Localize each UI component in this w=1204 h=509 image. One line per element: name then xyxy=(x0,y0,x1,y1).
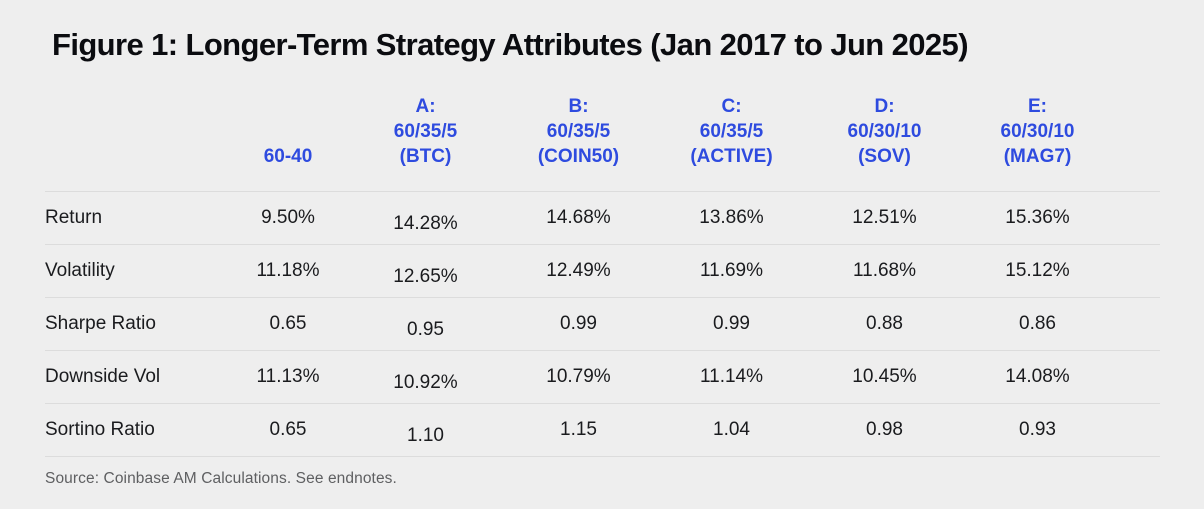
header-metric-blank xyxy=(45,80,227,192)
figure-container: Figure 1: Longer-Term Strategy Attribute… xyxy=(45,27,1160,487)
cell-volatility-c: 11.69% xyxy=(655,244,808,298)
cell-spacer xyxy=(1114,244,1160,298)
row-label-sharpe-ratio: Sharpe Ratio xyxy=(45,297,227,351)
cell-value: 0.88 xyxy=(866,313,903,334)
figure-title: Figure 1: Longer-Term Strategy Attribute… xyxy=(52,27,969,62)
cell-sortino-b: 1.15 xyxy=(502,403,655,457)
cell-volatility-e: 15.12% xyxy=(961,244,1114,298)
cell-value: 0.93 xyxy=(1019,419,1056,440)
cell-volatility-a: 12.65% xyxy=(349,244,502,298)
column-header-b-coin50: B: 60/35/5 (COIN50) xyxy=(537,96,620,167)
row-label-sortino-ratio: Sortino Ratio xyxy=(45,403,227,457)
column-header-60-40: 60-40 xyxy=(263,146,313,167)
cell-value: 0.65 xyxy=(269,419,307,440)
row-label-volatility: Volatility xyxy=(45,244,227,298)
cell-value: 0.98 xyxy=(866,419,903,440)
cell-value: 0.99 xyxy=(560,313,597,334)
cell-value: 0.65 xyxy=(269,313,307,334)
cell-return-d: 12.51% xyxy=(808,191,961,245)
cell-downside-e: 14.08% xyxy=(961,350,1114,404)
cell-volatility-60-40: 11.18% xyxy=(227,244,349,298)
cell-value: 12.65% xyxy=(393,266,458,287)
column-header-c-active: C: 60/35/5 (ACTIVE) xyxy=(690,96,773,167)
column-header-d-sov: D: 60/30/10 (SOV) xyxy=(847,96,922,167)
table-row-downside-vol: Downside Vol 11.13% 10.92% 10.79% 11.14%… xyxy=(45,350,1160,404)
cell-downside-d: 10.45% xyxy=(808,350,961,404)
cell-value: 10.79% xyxy=(546,366,611,387)
cell-value: 12.51% xyxy=(852,207,917,228)
cell-spacer xyxy=(1114,297,1160,351)
cell-return-c: 13.86% xyxy=(655,191,808,245)
table-body: Return 9.50% 14.28% 14.68% 13.86% 12.51%… xyxy=(45,191,1160,457)
row-label-return: Return xyxy=(45,191,227,245)
cell-sortino-60-40: 0.65 xyxy=(227,403,349,457)
cell-value: 14.28% xyxy=(393,213,458,234)
cell-value: 10.92% xyxy=(393,372,458,393)
column-header-a-btc: A: 60/35/5 (BTC) xyxy=(393,96,458,167)
cell-value: 1.10 xyxy=(407,425,444,446)
cell-value: 13.86% xyxy=(699,207,764,228)
cell-spacer xyxy=(1114,350,1160,404)
cell-value: 10.45% xyxy=(852,366,917,387)
cell-downside-b: 10.79% xyxy=(502,350,655,404)
cell-return-60-40: 9.50% xyxy=(227,191,349,245)
table-row-sharpe-ratio: Sharpe Ratio 0.65 0.95 0.99 0.99 0.88 0.… xyxy=(45,297,1160,351)
cell-value: 1.15 xyxy=(560,419,597,440)
cell-value: 1.04 xyxy=(713,419,750,440)
header-spacer xyxy=(1114,80,1160,192)
cell-downside-60-40: 11.13% xyxy=(227,350,349,404)
table-header: 60-40 A: 60/35/5 (BTC) B: 60/35/5 (COIN5… xyxy=(45,80,1160,192)
strategy-attributes-table: 60-40 A: 60/35/5 (BTC) B: 60/35/5 (COIN5… xyxy=(45,80,1160,457)
cell-downside-a: 10.92% xyxy=(349,350,502,404)
source-note: Source: Coinbase AM Calculations. See en… xyxy=(45,470,397,487)
cell-spacer xyxy=(1114,191,1160,245)
cell-sharpe-b: 0.99 xyxy=(502,297,655,351)
cell-sharpe-c: 0.99 xyxy=(655,297,808,351)
cell-sortino-e: 0.93 xyxy=(961,403,1114,457)
cell-value: 14.68% xyxy=(546,207,611,228)
cell-sharpe-d: 0.88 xyxy=(808,297,961,351)
table-row-volatility: Volatility 11.18% 12.65% 12.49% 11.69% 1… xyxy=(45,244,1160,298)
cell-sortino-d: 0.98 xyxy=(808,403,961,457)
cell-value: 11.69% xyxy=(699,260,764,281)
cell-return-e: 15.36% xyxy=(961,191,1114,245)
cell-value: 9.50% xyxy=(261,207,315,228)
cell-value: 0.95 xyxy=(407,319,444,340)
cell-sharpe-a: 0.95 xyxy=(349,297,502,351)
cell-downside-c: 11.14% xyxy=(655,350,808,404)
cell-volatility-b: 12.49% xyxy=(502,244,655,298)
cell-sharpe-e: 0.86 xyxy=(961,297,1114,351)
cell-value: 11.14% xyxy=(699,366,764,387)
cell-volatility-d: 11.68% xyxy=(808,244,961,298)
cell-value: 12.49% xyxy=(546,260,611,281)
cell-value: 0.86 xyxy=(1019,313,1056,334)
cell-spacer xyxy=(1114,403,1160,457)
cell-value: 11.68% xyxy=(852,260,917,281)
header-row: 60-40 A: 60/35/5 (BTC) B: 60/35/5 (COIN5… xyxy=(45,80,1160,192)
cell-sortino-c: 1.04 xyxy=(655,403,808,457)
cell-value: 15.36% xyxy=(1005,207,1070,228)
cell-return-b: 14.68% xyxy=(502,191,655,245)
row-label-downside-vol: Downside Vol xyxy=(45,350,227,404)
column-header-e-mag7: E: 60/30/10 (MAG7) xyxy=(1000,96,1075,167)
cell-sortino-a: 1.10 xyxy=(349,403,502,457)
cell-value: 0.99 xyxy=(713,313,750,334)
cell-return-a: 14.28% xyxy=(349,191,502,245)
cell-value: 11.18% xyxy=(256,260,320,281)
table-row-sortino-ratio: Sortino Ratio 0.65 1.10 1.15 1.04 0.98 0… xyxy=(45,403,1160,457)
cell-value: 14.08% xyxy=(1005,366,1070,387)
cell-sharpe-60-40: 0.65 xyxy=(227,297,349,351)
cell-value: 15.12% xyxy=(1005,260,1070,281)
table-row-return: Return 9.50% 14.28% 14.68% 13.86% 12.51%… xyxy=(45,191,1160,245)
cell-value: 11.13% xyxy=(256,366,320,387)
